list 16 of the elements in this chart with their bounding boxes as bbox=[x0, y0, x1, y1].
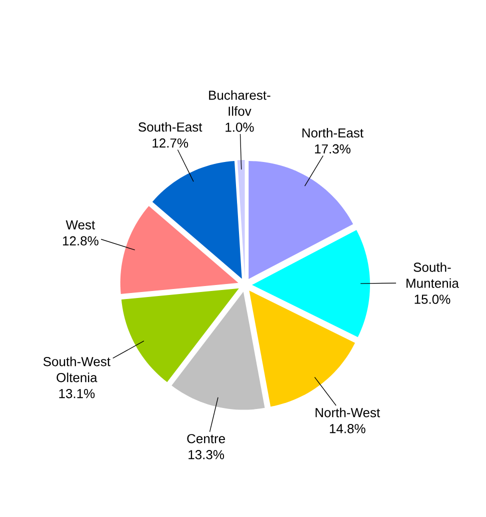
data-label: 17.3% bbox=[315, 144, 350, 154]
slice-label: West bbox=[66, 220, 96, 230]
data-label: 15.0% bbox=[414, 294, 450, 304]
slice-label: North-West bbox=[316, 408, 380, 418]
data-label: 12.8% bbox=[62, 236, 98, 246]
slice-label: South-East bbox=[138, 122, 202, 132]
data-label: 12.7% bbox=[152, 138, 188, 148]
slice-label: South-Muntenia bbox=[406, 262, 459, 288]
slice-label: Bucharest-Ilfov bbox=[209, 90, 270, 116]
data-label: 13.3% bbox=[188, 450, 224, 460]
data-label: 14.8% bbox=[330, 424, 366, 434]
slice-label: North-East bbox=[302, 128, 364, 138]
data-label: 1.0% bbox=[226, 122, 254, 132]
slice-label: South-West Oltenia bbox=[43, 356, 110, 382]
slice-label: Centre bbox=[187, 434, 225, 444]
data-label: 13.1% bbox=[59, 388, 95, 398]
